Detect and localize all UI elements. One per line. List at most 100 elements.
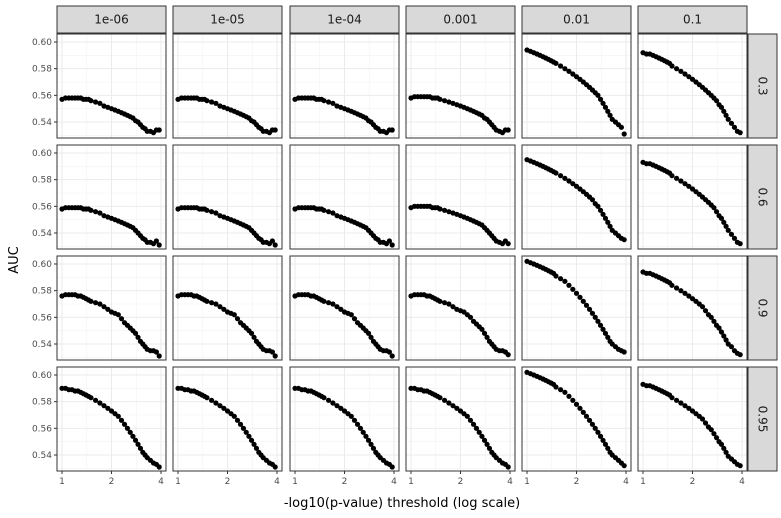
y-tick-label: 0.54 xyxy=(32,118,52,128)
data-point xyxy=(321,98,327,104)
data-point xyxy=(479,433,485,439)
data-point xyxy=(97,400,103,406)
data-point xyxy=(476,429,482,435)
x-tick-label: 2 xyxy=(574,477,580,487)
data-point xyxy=(566,178,572,184)
data-point xyxy=(92,300,99,306)
facet-panel xyxy=(172,144,283,250)
data-point xyxy=(231,312,237,318)
data-point xyxy=(470,421,477,427)
data-point xyxy=(437,395,443,401)
column-strip xyxy=(521,5,632,34)
facet-panel xyxy=(405,144,516,250)
data-point xyxy=(365,330,372,336)
data-point xyxy=(208,300,215,306)
x-axis-title: -log10(p-value) threshold (log scale) xyxy=(284,496,520,511)
data-point xyxy=(592,314,598,320)
data-point xyxy=(557,276,564,282)
column-strip xyxy=(172,5,283,34)
data-point xyxy=(389,353,395,359)
data-point xyxy=(605,219,611,225)
y-tick-label: 0.60 xyxy=(32,38,52,48)
column-strip-label: 0.1 xyxy=(683,13,702,27)
data-point xyxy=(716,325,722,331)
panel-border xyxy=(405,144,516,250)
data-point xyxy=(505,352,511,358)
data-point xyxy=(272,464,278,470)
data-point xyxy=(253,445,260,451)
data-point xyxy=(605,445,611,451)
data-point xyxy=(97,100,103,106)
row-strip-label: 0.3 xyxy=(756,76,770,95)
row-strip xyxy=(747,255,778,361)
data-point xyxy=(127,429,133,435)
data-point xyxy=(737,241,743,247)
column-strip-label: 0.01 xyxy=(563,13,590,27)
data-point xyxy=(389,464,395,470)
data-point xyxy=(669,395,675,401)
y-tick-label: 0.58 xyxy=(32,398,52,408)
data-point xyxy=(600,437,606,443)
data-point xyxy=(595,318,601,324)
data-point xyxy=(723,337,729,343)
y-tick-label: 0.56 xyxy=(32,202,52,212)
data-point xyxy=(728,344,735,350)
data-point xyxy=(124,425,131,431)
data-point xyxy=(153,349,159,355)
panel-border xyxy=(289,33,400,139)
data-point xyxy=(97,210,103,216)
x-tick-label: 4 xyxy=(158,477,164,487)
column-strip-label: 1e-06 xyxy=(94,13,129,27)
data-point xyxy=(351,316,358,322)
data-point xyxy=(602,104,609,110)
data-point xyxy=(562,66,568,72)
data-point xyxy=(580,298,586,304)
row-strip-label: 0.6 xyxy=(756,187,770,206)
data-point xyxy=(725,116,731,122)
data-point xyxy=(713,435,720,441)
facet-panel xyxy=(56,33,167,139)
data-point xyxy=(737,463,743,469)
data-point xyxy=(217,403,223,409)
data-point xyxy=(597,322,604,328)
data-point xyxy=(481,330,488,336)
facet-panel xyxy=(637,33,748,139)
facet-panel xyxy=(521,255,632,361)
x-tick-label: 2 xyxy=(458,477,464,487)
data-point xyxy=(699,416,706,422)
panel-border xyxy=(521,144,632,250)
data-point xyxy=(92,209,99,215)
data-point xyxy=(204,395,210,401)
data-point xyxy=(669,173,675,179)
row-strip xyxy=(747,33,778,139)
data-point xyxy=(351,417,358,423)
data-point xyxy=(269,349,275,355)
data-point xyxy=(446,99,452,105)
y-tick-label: 0.56 xyxy=(32,91,52,101)
column-strip xyxy=(289,5,400,34)
data-point xyxy=(669,63,675,69)
data-point xyxy=(243,429,249,435)
data-point xyxy=(718,104,725,110)
data-point xyxy=(728,120,735,126)
data-point xyxy=(213,100,219,106)
data-point xyxy=(338,306,344,312)
data-point xyxy=(711,431,717,437)
data-point xyxy=(248,330,255,336)
data-point xyxy=(484,441,490,447)
column-strip-label: 1e-05 xyxy=(210,13,245,27)
data-point xyxy=(605,334,611,340)
data-point xyxy=(682,181,688,187)
facet-panel xyxy=(289,144,400,250)
data-point xyxy=(441,300,448,306)
facet-panel xyxy=(172,366,283,472)
facet-panel xyxy=(405,255,516,361)
data-point xyxy=(682,290,688,296)
data-point xyxy=(595,92,601,98)
data-point xyxy=(105,306,111,312)
data-point xyxy=(321,207,327,213)
data-point xyxy=(330,210,336,216)
data-point xyxy=(132,437,139,443)
data-point xyxy=(600,211,606,217)
data-point xyxy=(673,285,680,291)
